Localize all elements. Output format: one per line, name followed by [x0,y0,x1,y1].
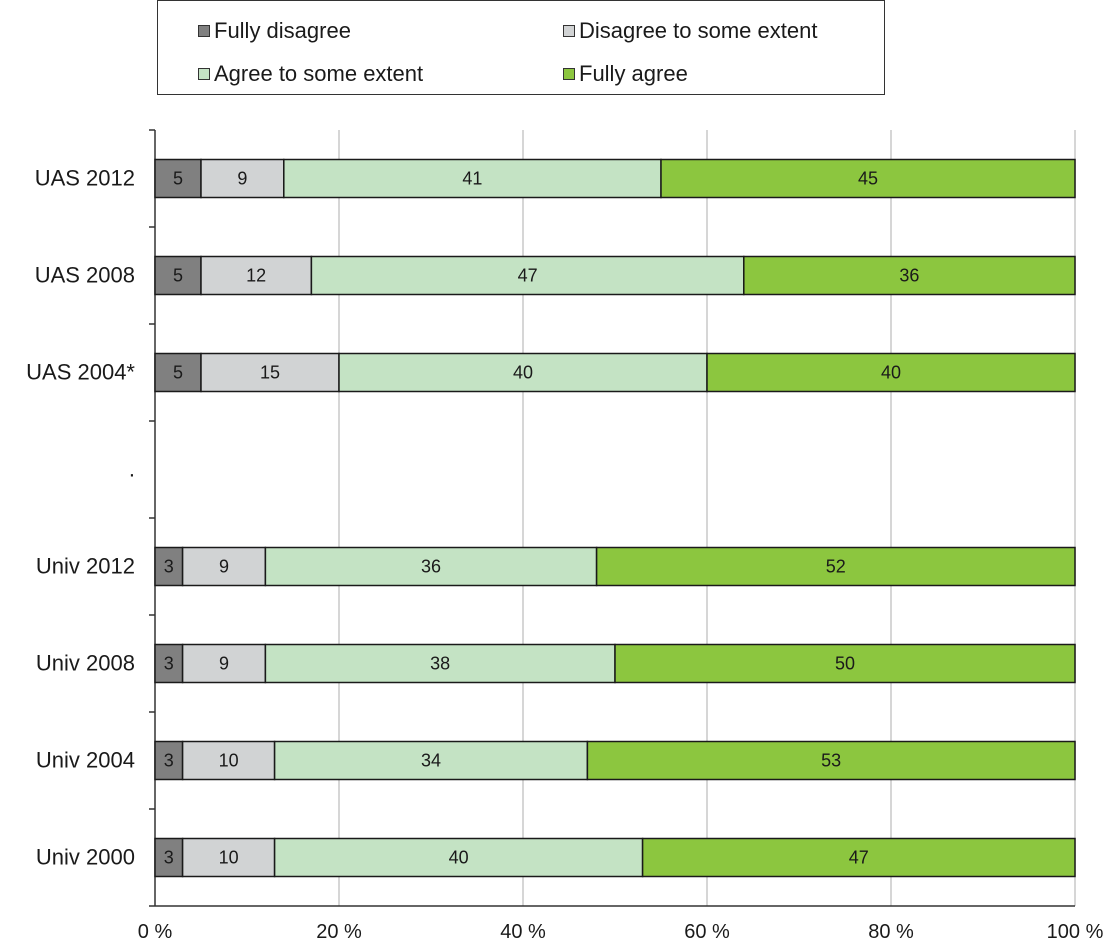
bar-disagree-to-some-extent-univ-2008 [181,643,267,684]
bar-fully-agree-univ-2004 [586,740,1076,781]
data-label: 10 [219,751,239,771]
legend-item-fully-disagree: Fully disagree [198,18,351,44]
category-label-separator: . [129,457,135,482]
bar-disagree-to-some-extent-uas-2008 [200,255,313,296]
data-label: 36 [899,266,919,286]
labels: UAS 2012 5 9 41 45 UAS 2008 5 12 47 36 UAS 2004* 5 1… [26,166,919,870]
category-label-univ-2012: Univ 2012 [36,554,135,579]
data-label: 34 [421,751,441,771]
data-label: 9 [237,169,247,189]
data-label: 36 [421,557,441,577]
x-tick-label: 100 % [1047,921,1104,943]
bar-fully-disagree-univ-2012 [154,546,184,587]
bar-fully-disagree-uas-2004 [154,352,202,393]
legend-label-fully-disagree: Fully disagree [214,18,351,43]
data-label: 41 [462,169,482,189]
data-label: 10 [219,848,239,868]
data-label: 9 [219,557,229,577]
legend-label-agree-some: Agree to some extent [214,61,424,86]
legend-item-fully-agree: Fully agree [563,61,688,87]
data-label: 52 [826,557,846,577]
category-label-uas-2004: UAS 2004* [26,360,135,385]
gridlines [338,130,1076,906]
data-label: 3 [164,751,174,771]
category-label-univ-2000: Univ 2000 [36,845,135,870]
data-label: 5 [173,169,183,189]
bar-agree-to-some-extent-uas-2008 [310,255,745,296]
bar-agree-to-some-extent-univ-2000 [273,837,644,878]
bar-agree-to-some-extent-univ-2008 [264,643,616,684]
bar-fully-agree-univ-2012 [595,546,1076,587]
bar-fully-agree-uas-2012 [660,158,1076,199]
data-label: 50 [835,654,855,674]
data-label: 5 [173,363,183,383]
data-label: 3 [164,848,174,868]
data-label: 47 [849,848,869,868]
data-label: 40 [513,363,533,383]
legend-swatch-fully-agree [563,68,575,80]
x-tick-label: 0 % [138,921,173,943]
data-label: 40 [449,848,469,868]
data-label: 9 [219,654,229,674]
bar-fully-disagree-uas-2012 [154,158,202,199]
bar-disagree-to-some-extent-uas-2012 [200,158,285,199]
data-label: 3 [164,654,174,674]
data-label: 38 [430,654,450,674]
bar-fully-agree-uas-2008 [743,255,1076,296]
axes: 0 % 20 % 40 % 60 % 80 % 100 % [138,129,1104,943]
legend-swatch-disagree-some [563,25,575,37]
bar-fully-agree-univ-2008 [614,643,1076,684]
bar-disagree-to-some-extent-univ-2012 [181,546,267,587]
legend: Fully disagree Disagree to some extent A… [157,0,885,95]
bar-agree-to-some-extent-univ-2004 [273,740,589,781]
x-tick-label: 60 % [684,921,730,943]
data-label: 47 [518,266,538,286]
bar-fully-agree-uas-2004 [706,352,1076,393]
legend-swatch-agree-some [198,68,210,80]
legend-item-agree-some: Agree to some extent [198,61,423,87]
bar-disagree-to-some-extent-uas-2004 [200,352,340,393]
legend-label-fully-agree: Fully agree [579,61,688,86]
x-tick-label: 80 % [868,921,914,943]
bar-fully-disagree-uas-2008 [154,255,202,296]
category-label-univ-2008: Univ 2008 [36,651,135,676]
legend-swatch-fully-disagree [198,25,210,37]
data-label: 12 [246,266,266,286]
legend-label-disagree-some: Disagree to some extent [579,18,818,43]
bar-agree-to-some-extent-univ-2012 [264,546,598,587]
bar-disagree-to-some-extent-univ-2000 [181,837,276,878]
category-label-uas-2008: UAS 2008 [35,263,135,288]
bars [154,158,1076,878]
legend-item-disagree-some: Disagree to some extent [563,18,817,44]
data-label: 3 [164,557,174,577]
x-tick-label: 40 % [500,921,546,943]
data-label: 5 [173,266,183,286]
bar-disagree-to-some-extent-univ-2004 [181,740,276,781]
data-label: 40 [881,363,901,383]
data-label: 45 [858,169,878,189]
category-label-uas-2012: UAS 2012 [35,166,135,191]
category-label-univ-2004: Univ 2004 [36,748,135,773]
x-tick-label: 20 % [316,921,362,943]
data-label: 53 [821,751,841,771]
bar-agree-to-some-extent-uas-2012 [283,158,662,199]
bar-agree-to-some-extent-uas-2004 [338,352,708,393]
data-label: 15 [260,363,280,383]
bar-fully-agree-univ-2000 [641,837,1076,878]
